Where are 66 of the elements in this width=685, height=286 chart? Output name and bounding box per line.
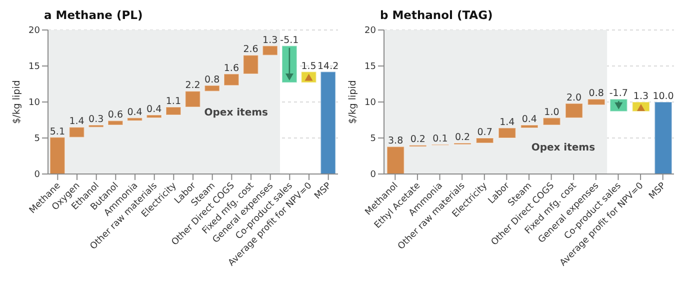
data-label: 1.0 <box>544 106 560 118</box>
data-label: 0.8 <box>588 88 604 100</box>
bar <box>654 102 672 174</box>
data-label: 0.4 <box>522 114 537 126</box>
y-tick-label: 15 <box>364 62 376 72</box>
bar <box>146 114 162 118</box>
chart-title: a Methane (PL) <box>44 8 143 22</box>
y-tick-label: 0 <box>370 170 376 180</box>
bar <box>88 124 104 128</box>
bar <box>50 136 66 174</box>
data-label: 1.1 <box>166 96 181 108</box>
data-label: 1.4 <box>500 116 515 128</box>
bar <box>242 54 259 74</box>
data-label: 0.6 <box>108 110 123 121</box>
bar <box>498 127 516 138</box>
bar <box>262 45 278 56</box>
data-label: 14.2 <box>318 60 339 72</box>
bar <box>204 84 220 92</box>
data-label: 0.1 <box>432 133 448 144</box>
data-label: 0.3 <box>88 114 104 126</box>
bar <box>476 138 494 144</box>
y-tick-label: 5 <box>34 134 40 144</box>
y-axis-title: $/kg lipid <box>11 80 22 124</box>
bar <box>166 106 182 116</box>
band-label: Opex items <box>531 142 596 154</box>
y-tick-label: 20 <box>364 26 376 36</box>
bar <box>126 117 143 122</box>
data-label: 1.5 <box>301 60 316 72</box>
data-label: 0.4 <box>127 106 142 118</box>
data-label: 2.0 <box>566 92 582 104</box>
bar <box>587 98 606 106</box>
data-label: 5.1 <box>50 126 65 138</box>
band-label: Opex items <box>204 108 268 119</box>
y-tick-label: 10 <box>28 98 40 108</box>
data-label: 1.4 <box>69 116 84 128</box>
chart-title: b Methanol (TAG) <box>380 8 493 22</box>
data-label: 0.2 <box>454 132 470 144</box>
bar <box>542 117 561 126</box>
y-tick-label: 10 <box>364 98 376 108</box>
data-label: 0.4 <box>146 104 162 115</box>
data-label: 0.8 <box>204 74 220 86</box>
data-label: -1.7 <box>609 88 628 100</box>
data-label: 1.6 <box>224 62 239 74</box>
bar <box>564 102 584 118</box>
y-tick-label: 5 <box>370 134 376 144</box>
y-tick-label: 15 <box>28 62 40 72</box>
data-label: 0.2 <box>410 134 426 146</box>
bar <box>282 45 298 84</box>
y-tick-label: 20 <box>28 26 40 36</box>
y-axis-title: $/kg lipid <box>347 80 358 124</box>
bar <box>108 120 124 126</box>
bar <box>68 126 85 138</box>
bar <box>386 146 405 174</box>
data-label: 1.3 <box>262 34 278 46</box>
data-label: 10.0 <box>652 91 674 102</box>
data-label: -5.1 <box>280 34 299 46</box>
y-tick-label: 0 <box>34 170 40 180</box>
bar <box>320 71 336 174</box>
data-label: 3.8 <box>388 136 404 147</box>
data-label: 2.6 <box>243 44 258 56</box>
bar <box>224 73 240 86</box>
data-label: 1.3 <box>633 91 649 102</box>
data-label: 0.7 <box>477 127 492 138</box>
bar <box>184 90 201 108</box>
data-label: 2.2 <box>185 80 200 92</box>
bar <box>520 124 539 128</box>
